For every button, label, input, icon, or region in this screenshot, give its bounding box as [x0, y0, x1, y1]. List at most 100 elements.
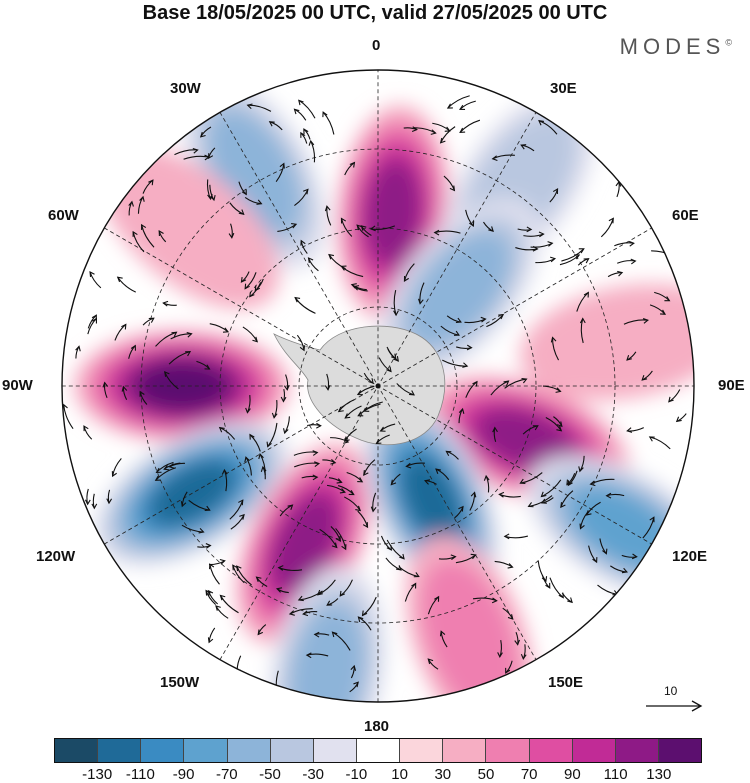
- streamline-arrowhead: [75, 345, 81, 352]
- colorbar-segment: [529, 739, 573, 762]
- streamline-arrowhead: [303, 128, 309, 135]
- streamline-arrowhead: [660, 309, 667, 315]
- streamline-arrowhead: [408, 390, 415, 396]
- streamline-arrowhead: [349, 161, 356, 168]
- streamline-arrowhead: [249, 433, 255, 440]
- streamline-arrowhead: [331, 631, 338, 638]
- streamline-arrowhead: [139, 195, 145, 202]
- streamline-arrowhead: [348, 490, 355, 496]
- streamline-arrowhead: [439, 630, 446, 637]
- streamline-arrowhead: [185, 351, 192, 357]
- colorbar-tick-label: 130: [646, 766, 672, 783]
- streamline-arrowhead: [219, 558, 226, 565]
- streamline-arrowhead: [303, 188, 309, 195]
- streamline-arrowhead: [180, 501, 187, 508]
- streamline-arrowhead: [552, 188, 559, 195]
- streamline-arrowhead: [207, 589, 214, 596]
- streamline-arrowhead: [121, 385, 128, 392]
- streamline-arrowhead: [617, 270, 624, 277]
- streamline-arrowhead: [368, 378, 374, 385]
- streamline-arrowhead: [277, 565, 284, 571]
- streamline-arrowhead: [668, 396, 674, 403]
- streamline-arrowhead: [132, 230, 138, 237]
- streamline-arrowhead: [558, 592, 564, 599]
- anomaly-contour: [555, 302, 694, 382]
- streamline-arrowhead: [350, 283, 357, 289]
- streamline-arrowhead: [386, 544, 393, 551]
- streamline-arrowhead: [324, 384, 331, 391]
- streamline-arrowhead: [111, 471, 117, 478]
- map-disk: [62, 70, 694, 702]
- streamline-arrowhead: [369, 225, 376, 232]
- streamline-arrowhead: [459, 127, 466, 133]
- colorbar-tick-label: 50: [477, 766, 495, 783]
- streamline-arrowhead: [608, 217, 614, 224]
- streamline-arrowhead: [356, 390, 363, 396]
- streamline-arrowhead: [130, 344, 136, 351]
- brand-mark: ©: [725, 37, 732, 48]
- streamline-arrowhead: [312, 450, 319, 456]
- map-title: Base 18/05/2025 00 UTC, valid 27/05/2025…: [142, 2, 608, 24]
- streamline-arrowhead: [215, 605, 221, 611]
- streamline-arrowhead: [280, 396, 287, 403]
- streamline-arrowhead: [84, 499, 91, 506]
- streamline-arrowhead: [322, 111, 328, 118]
- colorbar-tick-label: 10: [391, 766, 408, 783]
- lon-label-120w: 120W: [36, 548, 76, 565]
- streamline-arrowhead: [121, 323, 127, 330]
- colorbar-segment: [227, 739, 271, 762]
- colorbar-segment: [400, 739, 444, 762]
- streamline-arrowhead: [139, 390, 145, 397]
- streamline-arrowhead: [585, 510, 592, 516]
- streamline-arrowhead: [470, 553, 477, 560]
- streamline-arrowhead: [375, 438, 382, 445]
- streamline-arrowhead: [258, 452, 264, 460]
- lon-label-60w: 60W: [48, 207, 79, 224]
- streamline-arrowhead: [106, 498, 113, 505]
- streamline-arrowhead: [545, 582, 551, 589]
- streamline-arrowhead: [155, 467, 162, 474]
- colorbar-segment: [356, 739, 401, 762]
- streamline-arrowhead: [116, 276, 123, 283]
- streamline-arrowhead: [555, 387, 562, 393]
- streamline-arrowhead: [249, 291, 255, 298]
- streamline-arrowhead: [390, 353, 397, 360]
- streamline-arrowhead: [308, 139, 315, 146]
- streamline-arrowhead: [275, 587, 283, 593]
- streamline-arrowhead: [279, 162, 285, 169]
- streamline-arrowhead: [238, 499, 244, 506]
- streamline-arrowhead: [244, 456, 250, 463]
- streamline-arrowhead: [433, 229, 440, 236]
- streamline-arrowhead: [356, 224, 363, 231]
- streamline-arrowhead: [204, 154, 211, 161]
- streamline-arrowhead: [294, 296, 301, 303]
- streamline-arrowhead: [470, 491, 477, 498]
- streamline-arrowhead: [298, 99, 304, 106]
- streamline-arrowhead: [154, 475, 161, 481]
- streamline-arrowhead: [578, 466, 584, 473]
- colorbar-tick-label: -50: [259, 766, 281, 783]
- streamline-arrowhead: [300, 131, 306, 138]
- streamline-arrowhead: [628, 240, 635, 247]
- streamline-arrowhead: [350, 664, 357, 671]
- colorbar-segment: [184, 739, 228, 762]
- streamline-arrowhead: [314, 461, 321, 467]
- streamline-arrowhead: [491, 597, 498, 604]
- streamline-arrowhead: [186, 331, 193, 338]
- streamline-arrowhead: [423, 479, 431, 485]
- streamline-arrowhead: [411, 582, 417, 589]
- arrow-right-icon: [646, 700, 703, 712]
- streamline-arrowhead: [244, 283, 250, 290]
- streamline-arrowhead: [287, 504, 294, 510]
- streamline-arrowhead: [199, 131, 206, 138]
- streamline-arrowhead: [418, 298, 424, 305]
- streamline-arrowhead: [648, 436, 655, 442]
- streamline-arrowhead: [592, 557, 598, 564]
- streamline-arrowhead: [462, 362, 469, 368]
- streamline-arrowhead: [483, 474, 490, 481]
- streamline-arrowhead: [163, 465, 170, 471]
- streamline-arrowhead: [393, 310, 399, 317]
- streamline-arrowhead: [210, 195, 216, 202]
- colorbar-segment: [572, 739, 616, 762]
- lon-label-30w: 30W: [170, 80, 201, 97]
